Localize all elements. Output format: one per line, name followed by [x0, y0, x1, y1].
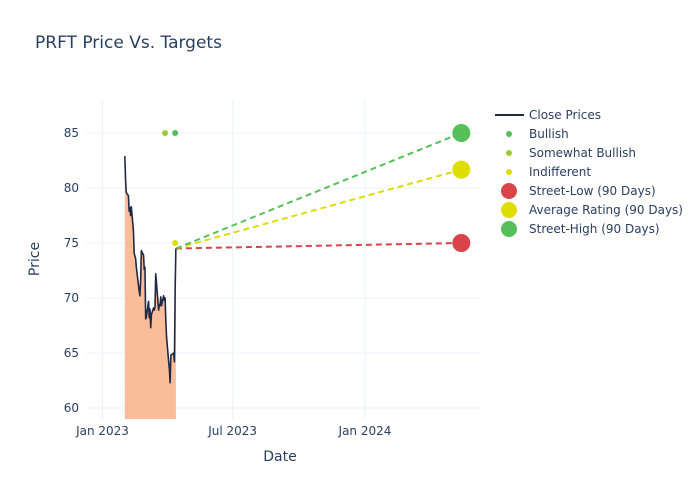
close-price-area: [124, 156, 176, 419]
x-tick-label: Jul 2023: [207, 424, 257, 438]
y-tick-label: 65: [64, 346, 79, 360]
legend-swatch-dot: [506, 169, 512, 175]
legend-item-street-high-90-days: Street-High (90 Days): [501, 221, 660, 237]
legend-swatch-circle: [501, 183, 517, 199]
y-axis-title: Price: [27, 242, 43, 276]
indifferent-marker: [172, 240, 179, 246]
somewhat-bullish-marker: [162, 130, 169, 136]
legend-label: Indifferent: [529, 165, 591, 179]
x-axis-title: Date: [263, 449, 296, 465]
street-low-target-line: [175, 242, 462, 250]
close-price-line: [124, 156, 177, 384]
legend-label: Bullish: [529, 127, 569, 141]
legend-item-bullish: Bullish: [506, 127, 569, 141]
x-tick-label: Jan 2024: [338, 424, 392, 438]
legend-item-close-prices: Close Prices: [495, 108, 601, 122]
legend-swatch-circle: [501, 202, 517, 218]
legend-item-street-low-90-days: Street-Low (90 Days): [501, 183, 656, 199]
legend-item-indifferent: Indifferent: [506, 165, 591, 179]
y-tick-label: 60: [64, 401, 79, 415]
legend-item-somewhat-bullish: Somewhat Bullish: [506, 146, 636, 160]
legend-item-average-rating-90-days: Average Rating (90 Days): [501, 202, 683, 218]
legend-label: Somewhat Bullish: [529, 146, 636, 160]
legend-label: Street-High (90 Days): [529, 222, 660, 236]
legend-swatch-dot: [506, 131, 512, 137]
legend-swatch-circle: [501, 221, 517, 237]
average-rating-target-marker: [452, 160, 471, 179]
y-tick-label: 80: [64, 181, 79, 195]
plot-layer: [124, 124, 471, 419]
y-tick-label: 75: [64, 236, 79, 250]
street-high-target-marker: [452, 124, 471, 142]
y-tick-label: 85: [64, 126, 79, 140]
y-tick-label: 70: [64, 291, 79, 305]
legend: Close Prices Bullish Somewhat Bullish Indif…: [495, 108, 683, 237]
legend-swatch-dot: [506, 150, 512, 156]
x-tick-label: Jan 2023: [75, 424, 129, 438]
axis-layer: 60 65 70 75 80 85 Jan 2023 Jul 2023 Jan 2024: [64, 126, 392, 438]
street-low-target-marker: [452, 234, 471, 252]
bullish-marker: [172, 130, 179, 136]
chart-title: PRFT Price Vs. Targets: [35, 33, 222, 53]
grid-layer: [86, 100, 480, 419]
street-high-target-line: [175, 132, 462, 250]
legend-label: Street-Low (90 Days): [529, 184, 656, 198]
legend-label: Average Rating (90 Days): [529, 203, 683, 217]
legend-label: Close Prices: [529, 108, 601, 122]
average-rating-target-line: [175, 168, 462, 250]
